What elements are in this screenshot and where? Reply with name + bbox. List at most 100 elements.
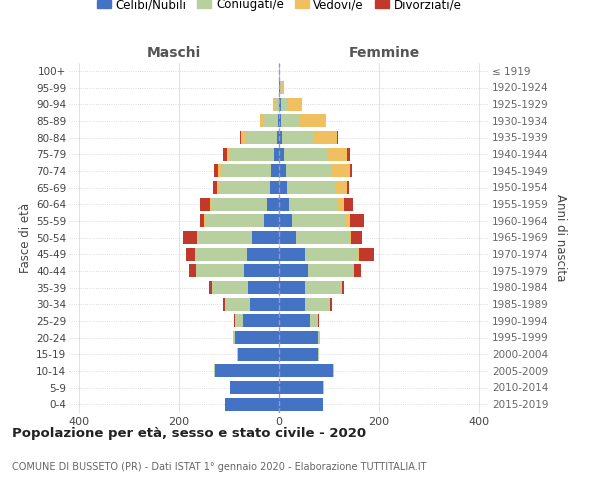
Bar [282, 131, 313, 144]
Bar [263, 114, 277, 128]
Bar [211, 198, 267, 210]
Bar [287, 181, 335, 194]
Bar [197, 231, 251, 244]
Bar [227, 148, 230, 160]
Bar [218, 164, 222, 177]
Bar [251, 231, 279, 244]
Bar [199, 198, 209, 210]
Text: Femmine: Femmine [349, 46, 419, 60]
Bar [225, 398, 279, 410]
Bar [214, 164, 218, 177]
Bar [275, 98, 278, 110]
Bar [204, 214, 205, 228]
Bar [277, 114, 279, 128]
Bar [186, 248, 195, 260]
Bar [241, 131, 246, 144]
Bar [287, 98, 302, 110]
Bar [347, 148, 349, 160]
Bar [247, 248, 279, 260]
Bar [217, 181, 219, 194]
Bar [188, 264, 196, 278]
Bar [347, 181, 349, 194]
Bar [182, 231, 197, 244]
Bar [215, 364, 279, 378]
Bar [205, 214, 264, 228]
Bar [279, 214, 292, 228]
Bar [308, 264, 353, 278]
Bar [345, 214, 349, 228]
Bar [270, 181, 279, 194]
Bar [209, 281, 212, 294]
Bar [359, 248, 374, 260]
Bar [279, 348, 318, 360]
Bar [260, 114, 263, 128]
Bar [225, 298, 250, 310]
Bar [223, 148, 227, 160]
Bar [279, 398, 323, 410]
Bar [279, 364, 333, 378]
Bar [330, 298, 331, 310]
Bar [281, 81, 284, 94]
Bar [350, 231, 361, 244]
Bar [196, 264, 244, 278]
Bar [296, 231, 349, 244]
Bar [310, 314, 318, 328]
Bar [279, 264, 308, 278]
Bar [305, 248, 358, 260]
Bar [292, 214, 345, 228]
Bar [219, 181, 270, 194]
Bar [281, 114, 300, 128]
Bar [272, 98, 275, 110]
Bar [242, 314, 279, 328]
Bar [333, 364, 334, 378]
Bar [264, 214, 279, 228]
Bar [318, 348, 319, 360]
Bar [212, 181, 217, 194]
Text: Popolazione per età, sesso e stato civile - 2020: Popolazione per età, sesso e stato civil… [12, 428, 366, 440]
Bar [335, 181, 347, 194]
Bar [237, 348, 238, 360]
Bar [279, 381, 323, 394]
Bar [279, 314, 310, 328]
Bar [271, 164, 279, 177]
Bar [305, 298, 330, 310]
Bar [344, 198, 353, 210]
Bar [223, 298, 224, 310]
Bar [279, 298, 305, 310]
Bar [209, 198, 211, 210]
Bar [214, 364, 215, 378]
Bar [300, 114, 326, 128]
Bar [196, 248, 247, 260]
Bar [238, 348, 279, 360]
Y-axis label: Anni di nascita: Anni di nascita [554, 194, 567, 281]
Y-axis label: Fasce di età: Fasce di età [19, 202, 32, 272]
Bar [286, 164, 331, 177]
Bar [331, 164, 349, 177]
Bar [235, 331, 279, 344]
Bar [279, 164, 286, 177]
Bar [240, 131, 241, 144]
Bar [248, 281, 279, 294]
Bar [318, 331, 320, 344]
Bar [337, 198, 344, 210]
Bar [327, 148, 347, 160]
Bar [337, 131, 338, 144]
Bar [235, 314, 242, 328]
Bar [349, 164, 352, 177]
Bar [279, 331, 318, 344]
Bar [280, 81, 281, 94]
Bar [267, 198, 279, 210]
Bar [279, 98, 281, 110]
Bar [349, 231, 350, 244]
Bar [230, 381, 279, 394]
Bar [279, 148, 284, 160]
Bar [279, 248, 305, 260]
Bar [274, 148, 279, 160]
Bar [313, 131, 337, 144]
Bar [244, 264, 279, 278]
Bar [284, 148, 327, 160]
Bar [212, 281, 248, 294]
Bar [358, 248, 359, 260]
Bar [279, 114, 281, 128]
Bar [349, 214, 364, 228]
